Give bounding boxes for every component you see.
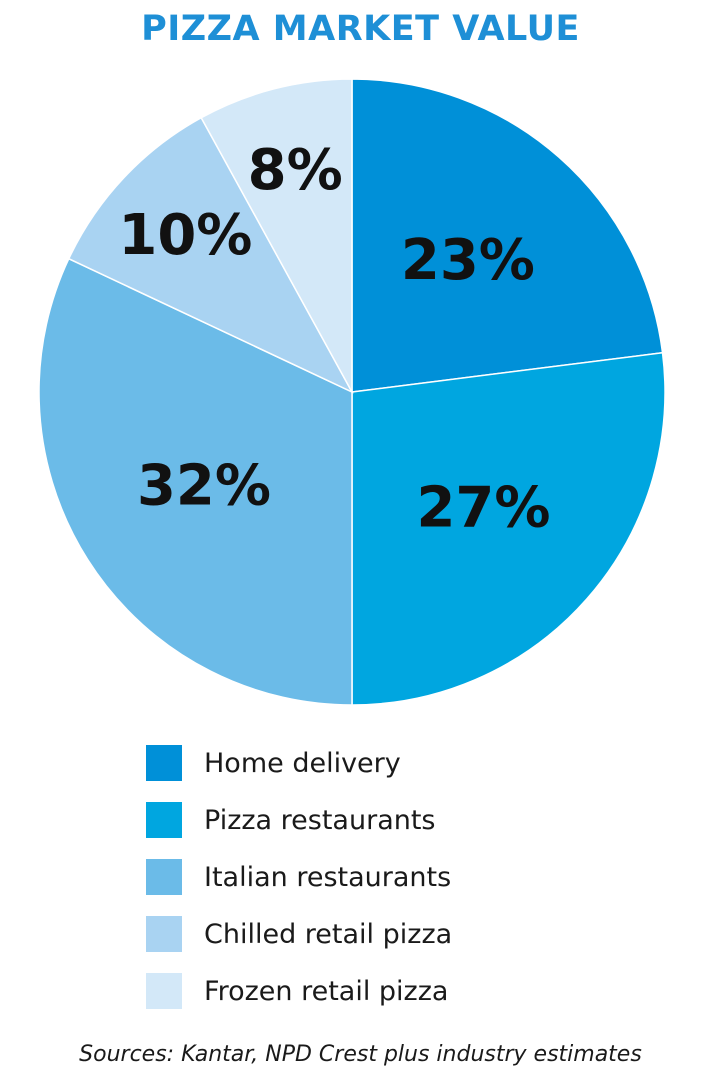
pie-chart: 23% 27% 32% 10%8% <box>38 78 666 706</box>
pie-slice-labels: 23% 27% 32% 10%8% <box>118 138 550 540</box>
slice-label-pizza-restaurants: 27% <box>416 475 550 540</box>
pie-slice-pizza-restaurants <box>351 351 666 706</box>
legend-label: Pizza restaurants <box>204 805 436 836</box>
legend-swatch <box>146 973 182 1009</box>
legend-swatch <box>146 745 182 781</box>
slice-label-italian-restaurants: 32% <box>137 453 271 518</box>
pie-slice-frozen-retail-pizza <box>200 78 353 393</box>
legend-label: Chilled retail pizza <box>204 919 453 950</box>
pie-slice-home-delivery <box>351 78 664 393</box>
slice-label-chilled-retail-pizza: 10% <box>118 203 252 268</box>
pie-slice-italian-restaurants <box>38 257 353 706</box>
legend-swatch <box>146 802 182 838</box>
pie-slice-chilled-retail-pizza <box>67 116 354 394</box>
pie-slices <box>38 78 666 706</box>
slice-label-frozen-retail-pizza: 8% <box>248 138 343 203</box>
legend-label: Frozen retail pizza <box>204 976 449 1007</box>
legend-swatch <box>146 859 182 895</box>
chart-title: PIZZA MARKET VALUE <box>141 9 580 49</box>
legend-label: Italian restaurants <box>204 862 452 893</box>
slice-label-home-delivery: 23% <box>401 228 535 293</box>
source-note: Sources: Kantar, NPD Crest plus industry… <box>79 1042 642 1067</box>
legend-swatch <box>146 916 182 952</box>
legend-label: Home delivery <box>204 748 401 779</box>
